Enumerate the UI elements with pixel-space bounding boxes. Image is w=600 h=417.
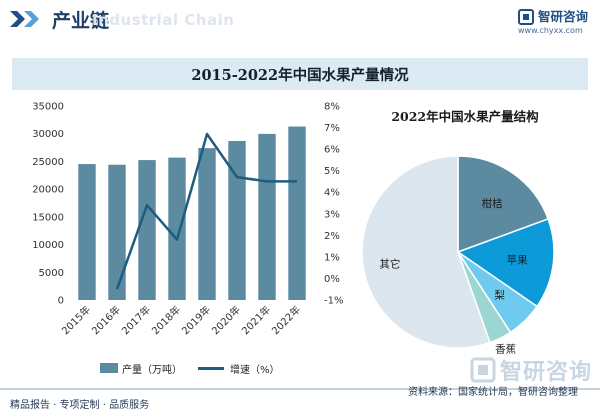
left-axis-tick-1: 5000: [39, 268, 64, 279]
right-axis-tick-5: 4%: [324, 188, 340, 199]
left-axis-tick-0: 0: [58, 296, 64, 307]
brand-url[interactable]: www.chyxx.com: [518, 26, 583, 35]
bar-2: [138, 160, 156, 300]
growth-line: [115, 132, 297, 290]
brand-name: 智研咨询: [538, 9, 589, 24]
pie-chart-title: 2022年中国水果产量结构: [391, 109, 539, 124]
legend-line-swatch: [198, 367, 224, 370]
watermark-logo-icon: [470, 357, 496, 383]
left-axis-tick-5: 25000: [32, 157, 64, 168]
left-axis-tick-4: 20000: [32, 185, 64, 196]
bar-3: [168, 157, 186, 300]
data-source: 资料来源：国家统计局，智研咨询整理: [408, 387, 578, 398]
bar-0: [78, 164, 96, 300]
pie-label-0: 柑桔: [482, 197, 503, 210]
left-axis-tick-6: 30000: [32, 129, 64, 140]
pie-slice-1: [456, 217, 555, 308]
pie-label-1: 苹果: [507, 254, 528, 267]
bar-4: [198, 148, 216, 300]
x-tick-6: 2021年: [239, 303, 273, 337]
bar-5: [228, 140, 246, 300]
pie-label-4: 其它: [379, 258, 400, 271]
x-tick-0: 2015年: [59, 303, 93, 337]
bar-7: [288, 126, 306, 300]
pie-slice-4: [361, 155, 491, 349]
legend-bar-label: 产量（万吨）: [122, 365, 182, 376]
right-axis-tick-1: 0%: [324, 274, 340, 285]
brand-logo-icon: [518, 9, 534, 25]
watermark-brand-text: 智研咨询: [500, 360, 593, 385]
chart-title: 2015-2022年中国水果产量情况: [191, 67, 409, 84]
x-tick-5: 2020年: [209, 303, 243, 337]
pie-slice-0: [457, 155, 550, 254]
left-axis-tick-3: 15000: [32, 212, 64, 223]
right-axis-tick-3: 2%: [324, 231, 340, 242]
section-title: 产业链: [52, 10, 110, 32]
watermark-text: Industrial Chain: [92, 11, 235, 29]
chevrons-icon: [10, 11, 39, 27]
legend-bar-swatch: [100, 363, 118, 373]
title-bar: 2015-2022年中国水果产量情况: [12, 58, 588, 90]
page-header: 产业链 Industrial Chain 智研咨询 www.chyxx.com: [0, 0, 600, 40]
right-axis-tick-4: 3%: [324, 209, 340, 220]
right-axis-tick-7: 6%: [324, 145, 340, 156]
right-axis-tick-8: 7%: [324, 123, 340, 134]
right-axis-tick-2: 1%: [324, 252, 340, 263]
right-axis-tick-9: 8%: [324, 102, 340, 113]
production-combo-chart: 0 5000 10000 15000 20000 25000 30000 35000 -1% 0…: [32, 102, 343, 338]
footer-slogan: 精品报告 · 专项定制 · 品质服务: [10, 400, 150, 411]
right-axis-tick-6: 5%: [324, 166, 340, 177]
bar-6: [258, 133, 276, 300]
footer-divider: [0, 388, 600, 390]
legend-line-label: 增速（%）: [230, 365, 280, 376]
x-tick-2: 2017年: [119, 303, 153, 337]
pie-label-3: 香蕉: [495, 343, 516, 355]
x-tick-7: 2022年: [269, 303, 303, 337]
left-axis-tick-2: 10000: [32, 240, 64, 251]
pie-label-2: 梨: [494, 289, 505, 302]
x-tick-3: 2018年: [149, 303, 183, 337]
bar-1: [108, 164, 126, 300]
right-axis-tick-0: -1%: [324, 296, 343, 307]
left-axis-tick-7: 35000: [32, 102, 64, 113]
x-tick-4: 2019年: [179, 303, 213, 337]
x-tick-1: 2016年: [89, 303, 123, 337]
